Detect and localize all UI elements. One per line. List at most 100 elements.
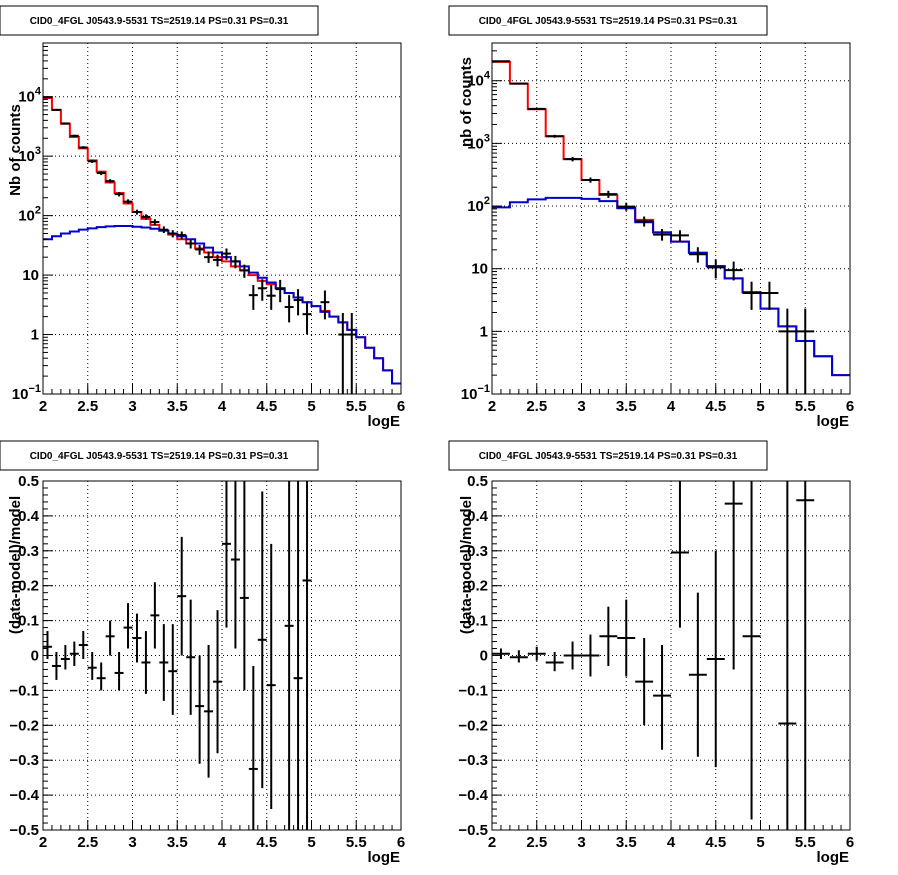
- data-point: [87, 652, 97, 680]
- data-point: [706, 259, 725, 279]
- data-point: [527, 107, 546, 110]
- data-point: [338, 313, 348, 394]
- plot-area: [492, 481, 815, 830]
- panel-bottom-right: CID0_4FGL J0543.9-5531 TS=2519.14 PS=0.3…: [448, 440, 854, 866]
- data-point: [239, 264, 249, 278]
- y-tick-label: 104: [467, 70, 491, 90]
- data-point: [266, 543, 276, 810]
- y-tick-label: 103: [18, 145, 41, 165]
- y-tick-label: 0: [480, 648, 488, 665]
- data-point: [195, 655, 205, 764]
- y-tick-label: 1: [31, 327, 39, 344]
- chart-title: CID0_4FGL J0543.9-5531 TS=2519.14 PS=0.3…: [30, 451, 289, 462]
- data-point: [248, 665, 258, 830]
- data-point: [222, 248, 231, 260]
- data-point: [60, 122, 70, 125]
- x-tick-label: 4.5: [256, 398, 277, 415]
- data-point: [257, 491, 267, 789]
- data-point: [96, 171, 106, 176]
- x-tick-label: 2: [39, 398, 47, 415]
- data-point: [213, 610, 222, 754]
- data-point: [114, 652, 124, 691]
- data-point: [78, 146, 88, 149]
- data-point: [302, 481, 312, 830]
- y-tick-label: 104: [18, 86, 42, 106]
- y-tick-label: 0.2: [467, 578, 488, 595]
- title-box: [0, 5, 319, 36]
- x-tick-label: 4: [218, 398, 227, 415]
- y-tick-label: 0.2: [18, 578, 39, 595]
- y-tick-label: −0.1: [458, 682, 488, 699]
- y-tick-label: −0.4: [458, 787, 488, 804]
- data-point: [114, 191, 124, 197]
- y-tick-label: 0: [31, 648, 39, 665]
- data-point: [159, 624, 169, 701]
- y-tick-label: 0.4: [467, 508, 489, 525]
- data-point: [177, 231, 187, 240]
- y-tick-label: −0.3: [458, 752, 488, 769]
- x-tick-label: 5: [307, 834, 315, 851]
- y-tick-label: 0.5: [467, 473, 488, 490]
- y-axis-title: Nb of counts: [7, 104, 24, 196]
- plot-frame: [42, 480, 402, 831]
- chart-title: CID0_4FGL J0543.9-5531 TS=2519.14 PS=0.3…: [30, 16, 289, 27]
- data-point: [51, 652, 61, 680]
- data-point: [141, 214, 151, 220]
- x-tick-label: 5: [307, 398, 315, 415]
- data-point: [509, 82, 528, 85]
- x-tick-label: 5: [756, 398, 764, 415]
- x-tick-label: 6: [397, 398, 405, 415]
- data-point: [653, 228, 671, 241]
- data-point: [492, 648, 510, 659]
- data-point: [671, 230, 689, 242]
- y-tick-label: 0.1: [18, 613, 39, 630]
- data-point: [742, 281, 761, 310]
- x-tick-label: 5: [756, 834, 764, 851]
- data-point: [257, 279, 267, 301]
- x-tick-label: 4: [667, 834, 676, 851]
- data-point: [671, 481, 689, 628]
- x-tick-label: 4: [667, 398, 676, 415]
- data-point: [635, 638, 654, 726]
- data-point: [545, 652, 564, 672]
- x-tick-label: 2.5: [526, 398, 547, 415]
- panel-bottom-left: CID0_4FGL J0543.9-5531 TS=2519.14 PS=0.3…: [0, 440, 405, 866]
- data-point: [123, 199, 133, 205]
- data-point: [302, 302, 312, 335]
- histogram-series-line: [492, 196, 850, 377]
- x-tick-label: 3: [577, 834, 585, 851]
- x-tick-label: 5.5: [346, 834, 367, 851]
- data-point: [284, 295, 294, 323]
- data-point: [150, 219, 160, 226]
- y-tick-label: −0.4: [9, 787, 39, 804]
- y-tick-label: 0.4: [18, 508, 40, 525]
- data-point: [293, 289, 303, 316]
- data-point: [796, 481, 815, 830]
- y-tick-label: 10−1: [461, 383, 490, 403]
- data-point: [599, 606, 618, 666]
- data-point: [69, 134, 79, 137]
- y-tick-label: 0.3: [18, 543, 39, 560]
- data-point: [724, 481, 743, 670]
- data-point: [617, 202, 636, 211]
- title-box: [0, 440, 319, 471]
- chart-title: CID0_4FGL J0543.9-5531 TS=2519.14 PS=0.3…: [479, 451, 738, 462]
- data-point: [87, 159, 97, 163]
- data-point: [293, 481, 303, 830]
- data-point: [581, 177, 600, 183]
- x-tick-label: 2.5: [77, 834, 98, 851]
- y-tick-label: 102: [467, 195, 490, 215]
- panel-top-right: CID0_4FGL J0543.9-5531 TS=2519.14 PS=0.3…: [448, 5, 854, 430]
- x-tick-label: 2: [39, 834, 47, 851]
- x-tick-label: 2: [488, 834, 496, 851]
- y-tick-label: −0.3: [9, 752, 39, 769]
- data-point: [796, 308, 815, 394]
- data-point: [509, 650, 528, 663]
- data-point: [43, 631, 52, 659]
- data-point: [222, 481, 231, 628]
- x-tick-label: 2: [488, 398, 496, 415]
- data-point: [60, 645, 70, 670]
- data-point: [105, 620, 115, 656]
